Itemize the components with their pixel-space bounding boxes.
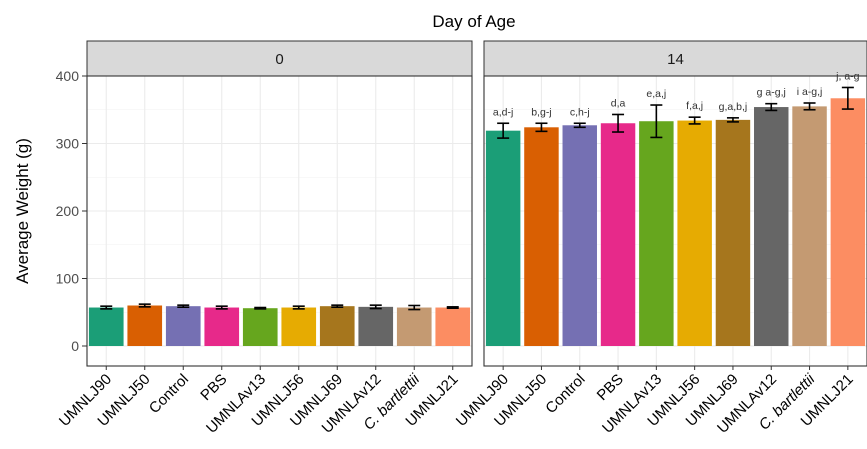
bar [396, 307, 432, 346]
error-bar [841, 86, 854, 110]
significance-label: e,a,j [646, 88, 666, 100]
error-bar [573, 122, 586, 129]
error-bar [765, 102, 778, 112]
panel-border [483, 75, 867, 367]
bar [204, 307, 240, 346]
facet-strip [86, 40, 473, 77]
error-bar [331, 304, 344, 308]
error-bar [292, 305, 305, 310]
significance-label: f,a,j [686, 100, 703, 112]
error-bar [535, 122, 548, 133]
error-bar [497, 122, 510, 139]
x-tick-label: Control [542, 371, 588, 417]
error-bar [688, 116, 701, 125]
bar [830, 98, 866, 347]
significance-label: g a-g,j [757, 87, 786, 99]
error-bar [138, 303, 151, 308]
bar [715, 119, 751, 346]
significance-label: i a-g,j [797, 86, 823, 98]
bar [485, 130, 521, 346]
error-bar [726, 117, 739, 123]
panel-border [86, 75, 473, 367]
facet-label: 0 [275, 51, 283, 68]
bar [754, 107, 789, 346]
bar [677, 120, 712, 346]
y-axis: 0 100 200 300 400 [56, 68, 87, 354]
x-tick-label: PBS [197, 371, 230, 404]
error-bar [215, 305, 228, 310]
facet-label: 14 [667, 51, 684, 68]
bar [358, 306, 394, 346]
bar [242, 308, 278, 346]
error-bar [100, 305, 113, 310]
y-tick-label: 0 [71, 338, 79, 354]
y-tick-label: 300 [56, 136, 80, 152]
bar [319, 306, 355, 346]
y-tick-label: 400 [56, 68, 80, 84]
bar [127, 305, 163, 346]
significance-label: g,a,b,j [719, 101, 748, 113]
chart-title: Day of Age [432, 12, 515, 31]
significance-label: c,h-j [570, 106, 590, 118]
bar [524, 127, 559, 346]
error-bar [650, 104, 663, 139]
bar [792, 106, 827, 346]
bar [281, 307, 317, 346]
bar [562, 125, 597, 347]
bar [639, 121, 674, 346]
error-bar [803, 102, 816, 111]
y-axis-title: Average Weight (g) [13, 138, 32, 284]
error-bar [369, 304, 382, 310]
error-bar [177, 304, 190, 308]
x-tick-label: Control [146, 371, 192, 417]
y-tick-label: 200 [56, 203, 80, 219]
facet-panel-14: 14a,d-jUMNLJ90b,g-jUMNLJ50c,h-jControld,… [453, 40, 867, 437]
bar [435, 307, 471, 346]
error-bar [254, 306, 267, 310]
significance-label: d,a [611, 97, 626, 109]
error-bar [446, 306, 459, 310]
bar [88, 307, 124, 346]
significance-label: b,g-j [531, 106, 551, 118]
significance-label: a,d-j [493, 106, 513, 118]
y-tick-label: 100 [56, 271, 80, 287]
x-tick-label: PBS [594, 371, 627, 404]
bar [165, 306, 201, 346]
bar [600, 123, 636, 346]
error-bar [612, 113, 625, 133]
error-bar [408, 304, 421, 311]
